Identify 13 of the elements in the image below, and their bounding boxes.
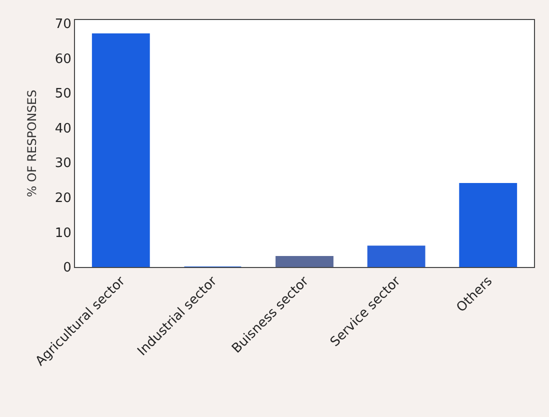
y-tick-label: 60 — [54, 52, 72, 67]
y-tick-label: 20 — [54, 190, 72, 206]
y-tick-label: 40 — [54, 121, 72, 136]
y-tick-label: 50 — [54, 86, 72, 102]
y-axis-title: % OF RESPONSES — [25, 90, 40, 198]
bar — [92, 33, 150, 267]
y-tick-label: 10 — [54, 226, 72, 241]
bar — [459, 183, 518, 267]
bar — [367, 246, 426, 267]
y-tick-label: 30 — [54, 156, 72, 172]
bar — [276, 256, 334, 267]
y-tick-label: 0 — [63, 260, 72, 276]
y-tick-label: 70 — [54, 17, 72, 32]
